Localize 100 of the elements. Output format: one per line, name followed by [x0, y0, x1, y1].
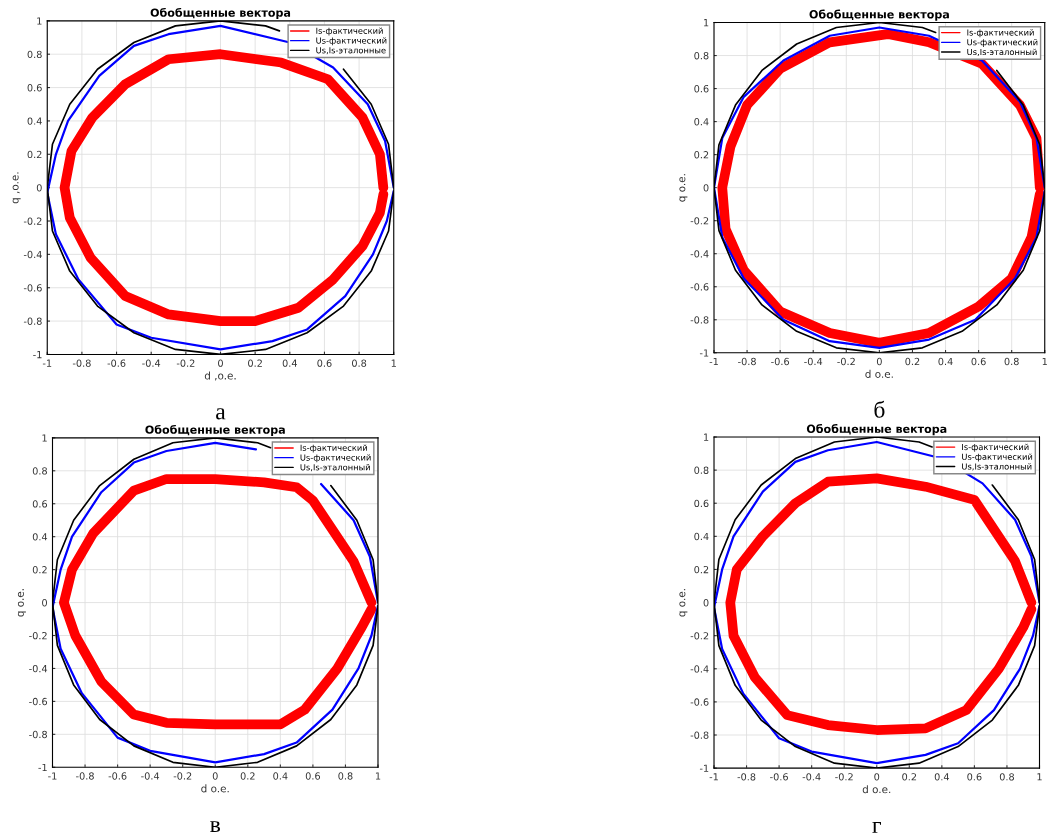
y-axis-title: q ,o.e.	[12, 172, 21, 204]
chart-title: Обобщенные вектора	[809, 9, 949, 21]
x-tick-label: -0.6	[108, 772, 127, 780]
y-tick-label: -0.8	[690, 731, 709, 739]
y-tick-label: -0.4	[23, 250, 42, 259]
legend-label: Is-фактический	[962, 443, 1029, 452]
chart-title: Обобщенные вектора	[806, 424, 947, 436]
y-tick-label: 0.2	[694, 151, 709, 159]
x-tick-label: -0.8	[737, 773, 756, 781]
y-tick-label: -0.4	[690, 665, 709, 673]
x-axis-title: d o.e.	[865, 369, 893, 378]
y-tick-label: 0	[42, 599, 47, 607]
legend-label: Us-фактический	[962, 453, 1033, 462]
y-tick-label: 0.4	[32, 533, 48, 541]
x-tick-label: -0.8	[72, 359, 91, 367]
y-tick-label: -0.8	[23, 317, 42, 325]
y-tick-label: 0	[36, 184, 42, 192]
y-tick-label: -0.6	[690, 698, 709, 706]
legend-label: Us,Is-эталонные	[316, 47, 386, 55]
legend-label: Us,Is-эталонный	[967, 48, 1037, 56]
y-tick-label: 0.4	[694, 532, 709, 541]
x-axis-title: d ,o.e.	[204, 371, 236, 381]
x-tick-label: 0.2	[240, 772, 255, 780]
y-tick-label: -0.2	[690, 217, 709, 225]
y-tick-label: 1	[37, 17, 42, 25]
y-tick-label: -1	[699, 764, 709, 772]
y-tick-label: -0.8	[690, 316, 709, 324]
y-tick-label: -0.2	[29, 631, 47, 640]
legend-label: Is-фактический	[967, 29, 1034, 38]
text: а	[216, 408, 226, 420]
x-tick-label: 1	[1037, 773, 1042, 781]
y-tick-label: -0.4	[690, 250, 709, 258]
y-axis-title: q o.e.	[17, 589, 26, 617]
x-tick-label: 0.2	[905, 357, 920, 366]
text: б	[874, 400, 885, 418]
y-tick-label: -1	[33, 351, 42, 359]
y-tick-label: 0.8	[694, 52, 709, 60]
y-tick-label: -1	[699, 349, 709, 357]
y-tick-label: 0	[703, 599, 709, 607]
x-tick-label: 0.8	[352, 359, 367, 367]
y-tick-label: -1	[38, 763, 47, 771]
text: г	[872, 822, 881, 833]
y-axis-title: q o.e.	[679, 589, 688, 617]
x-tick-label: 0	[212, 772, 218, 780]
y-tick-label: 1	[704, 19, 709, 27]
y-tick-label: 0.6	[27, 84, 42, 92]
legend-label: Us-фактический	[316, 37, 387, 46]
x-tick-label: -0.8	[738, 357, 756, 366]
y-tick-label: 0.6	[32, 500, 48, 508]
x-tick-label: -0.2	[176, 359, 195, 367]
x-tick-label: -0.4	[141, 772, 160, 780]
x-tick-label: 0.4	[934, 773, 950, 781]
y-tick-label: 0.4	[694, 118, 709, 126]
x-tick-label: 0	[876, 357, 882, 366]
x-axis-title: d o.e.	[862, 785, 891, 794]
x-tick-label: 1	[1042, 357, 1047, 366]
x-tick-label: -0.8	[76, 772, 94, 780]
x-tick-label: 0	[218, 359, 223, 367]
y-tick-label: 0.8	[32, 467, 47, 475]
y-axis-title: q o.e.	[679, 174, 688, 202]
y-tick-label: 0.6	[694, 499, 709, 508]
x-tick-label: -0.2	[835, 773, 853, 781]
chart-title: Обобщенные вектора	[150, 7, 291, 19]
y-tick-label: -0.4	[29, 664, 48, 673]
x-tick-label: -0.4	[142, 359, 161, 367]
x-tick-label: -0.6	[771, 357, 790, 366]
x-tick-label: 0.2	[902, 773, 917, 781]
x-tick-label: 0.8	[338, 772, 353, 780]
x-tick-label: 0.4	[938, 357, 953, 366]
x-tick-label: 0.6	[971, 357, 986, 366]
text: в	[210, 821, 221, 833]
y-tick-label: 0.2	[694, 565, 709, 574]
legend-label: Us,Is-эталонный	[962, 463, 1032, 471]
x-axis-title: d o.e.	[201, 784, 229, 793]
y-tick-label: -0.6	[23, 284, 42, 292]
chart-title: Обобщенные вектора	[145, 424, 285, 436]
x-tick-label: 0	[874, 773, 880, 781]
x-tick-label: 0.6	[305, 772, 321, 780]
y-tick-label: -0.2	[23, 217, 42, 225]
legend-label: Is-фактический	[316, 27, 383, 36]
x-tick-label: 0.2	[248, 359, 262, 367]
x-tick-label: 1	[375, 772, 381, 780]
x-tick-label: 0.8	[999, 773, 1015, 781]
y-tick-label: -0.6	[29, 697, 48, 706]
y-tick-label: -0.6	[690, 283, 709, 291]
x-tick-label: -0.2	[837, 357, 855, 366]
y-tick-label: -0.8	[29, 730, 47, 739]
y-tick-label: 1	[42, 434, 47, 442]
x-tick-label: -0.4	[804, 357, 823, 366]
y-tick-label: 0.2	[32, 566, 47, 574]
x-tick-label: 0.4	[282, 359, 297, 367]
y-tick-label: 0.4	[27, 117, 42, 125]
y-tick-label: 0.8	[27, 50, 42, 59]
y-tick-label: 1	[704, 433, 709, 441]
x-tick-label: -0.2	[173, 772, 192, 780]
legend-label: Us,Is-эталонный	[300, 464, 370, 472]
x-tick-label: -1	[48, 772, 57, 780]
legend-label: Us-фактический	[300, 454, 371, 463]
x-tick-label: -0.6	[107, 359, 126, 367]
x-tick-label: 0.4	[273, 772, 288, 780]
